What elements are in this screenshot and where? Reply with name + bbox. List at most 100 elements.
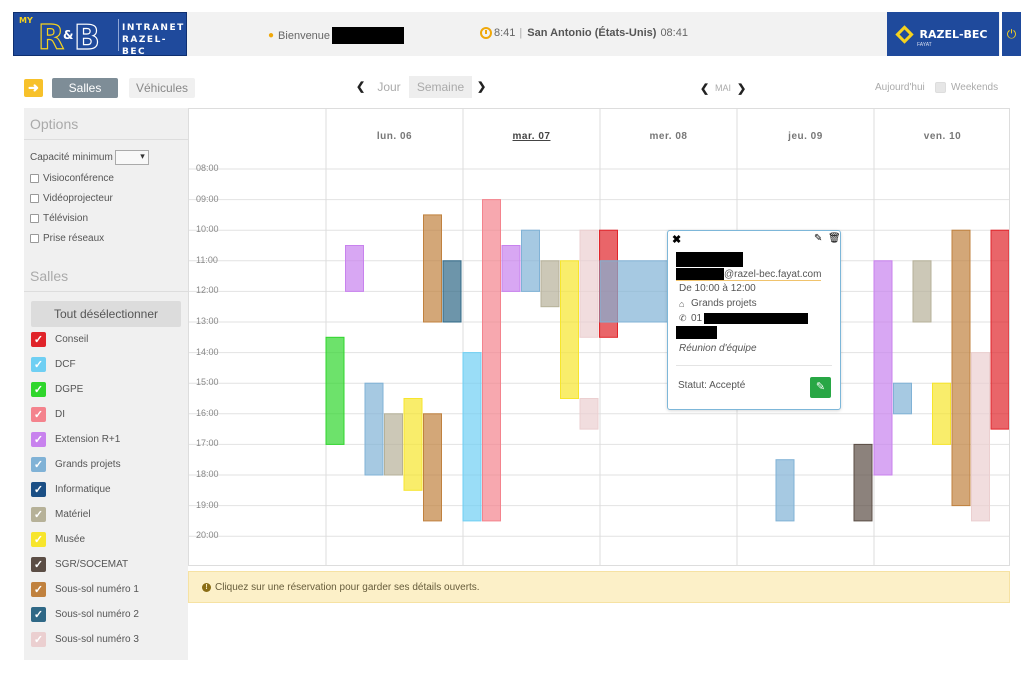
tab-jour[interactable]: Jour bbox=[377, 80, 401, 94]
reservation-block[interactable] bbox=[912, 260, 932, 323]
reservation-block[interactable] bbox=[423, 214, 442, 323]
room-checkbox[interactable]: ✓ bbox=[31, 381, 46, 397]
room-filter-item[interactable]: ✓ Sous-sol numéro 3 bbox=[31, 631, 139, 647]
room-checkbox[interactable]: ✓ bbox=[31, 481, 46, 497]
day-header[interactable]: lun. 06 bbox=[376, 131, 413, 142]
intranet-logo[interactable]: MY R B & INTRANET RAZEL-BEC bbox=[13, 12, 187, 57]
power-button[interactable]: ⏻ bbox=[1000, 12, 1021, 56]
capacity-select[interactable] bbox=[114, 150, 149, 165]
room-filter-item[interactable]: ✓ Extension R+1 bbox=[31, 431, 120, 447]
option-checkbox[interactable] bbox=[30, 234, 39, 243]
pencil-icon[interactable]: ✎ bbox=[814, 233, 823, 244]
svg-text:R: R bbox=[38, 18, 64, 53]
reservation-block[interactable] bbox=[932, 382, 951, 445]
room-filter-item[interactable]: ✓ SGR/SOCEMAT bbox=[31, 556, 128, 572]
option-checkbox[interactable] bbox=[30, 174, 39, 183]
razel-bec-brand-logo[interactable]: RAZEL-BEC FAYAT bbox=[887, 12, 999, 56]
time-label: 10:00 bbox=[196, 224, 219, 235]
reservation-block[interactable] bbox=[325, 336, 345, 445]
room-checkbox[interactable]: ✓ bbox=[31, 556, 46, 572]
redacted-email-user bbox=[676, 268, 724, 280]
room-checkbox[interactable]: ✓ bbox=[31, 331, 46, 347]
room-checkbox[interactable]: ✓ bbox=[31, 406, 46, 422]
check-icon: ✓ bbox=[33, 383, 44, 396]
option-videoprojecteur[interactable]: Vidéoprojecteur bbox=[30, 193, 113, 204]
reservation-block[interactable] bbox=[521, 229, 540, 292]
toggle-sidebar-button[interactable]: ➜ bbox=[24, 79, 43, 97]
reservation-block[interactable] bbox=[462, 352, 482, 522]
email-domain: @razel-bec.fayat.com bbox=[724, 268, 822, 280]
reservation-block[interactable] bbox=[893, 382, 912, 415]
close-icon[interactable]: ✖ bbox=[672, 234, 682, 246]
room-checkbox[interactable]: ✓ bbox=[31, 531, 46, 547]
option-checkbox[interactable] bbox=[30, 214, 39, 223]
time-label: 13:00 bbox=[196, 316, 219, 326]
room-checkbox[interactable]: ✓ bbox=[31, 506, 46, 522]
reservation-block[interactable] bbox=[403, 398, 423, 491]
option-prise-reseaux[interactable]: Prise réseaux bbox=[30, 233, 104, 244]
option-visioconference[interactable]: Visioconférence bbox=[30, 173, 114, 184]
day-header[interactable]: jeu. 09 bbox=[788, 131, 823, 142]
reservation-block[interactable] bbox=[775, 459, 795, 522]
option-label: Vidéoprojecteur bbox=[43, 193, 113, 204]
room-filter-item[interactable]: ✓ Sous-sol numéro 1 bbox=[31, 581, 139, 597]
room-checkbox[interactable]: ✓ bbox=[31, 581, 46, 597]
reservation-block[interactable] bbox=[579, 398, 599, 430]
reservation-block[interactable] bbox=[579, 229, 599, 338]
reservation-block[interactable] bbox=[853, 443, 873, 522]
check-icon: ✓ bbox=[33, 408, 44, 421]
chevron-left-icon[interactable]: ❮ bbox=[356, 81, 366, 93]
month-next-chevron-icon[interactable]: ❯ bbox=[737, 83, 747, 95]
room-filter-item[interactable]: ✓ Sous-sol numéro 2 bbox=[31, 606, 139, 622]
weekends-checkbox[interactable] bbox=[935, 82, 946, 93]
reservation-block[interactable] bbox=[971, 352, 990, 522]
reservation-block[interactable] bbox=[560, 260, 579, 399]
room-checkbox[interactable]: ✓ bbox=[31, 431, 46, 447]
room-checkbox[interactable]: ✓ bbox=[31, 456, 46, 472]
reservation-block[interactable] bbox=[364, 382, 384, 476]
reservation-block[interactable] bbox=[951, 229, 971, 507]
room-checkbox[interactable]: ✓ bbox=[31, 606, 46, 622]
deselect-all-button[interactable]: Tout désélectionner bbox=[31, 301, 181, 327]
chevron-right-icon[interactable]: ❯ bbox=[477, 81, 487, 93]
reservation-block[interactable] bbox=[501, 245, 521, 292]
weekends-toggle[interactable]: Weekends bbox=[935, 82, 998, 93]
month-label: MAI bbox=[714, 83, 731, 93]
room-filter-item[interactable]: ✓ Musée bbox=[31, 531, 85, 547]
reservation-block[interactable] bbox=[345, 245, 364, 292]
day-header[interactable]: mer. 08 bbox=[649, 131, 688, 142]
room-checkbox[interactable]: ✓ bbox=[31, 356, 46, 372]
reservation-block[interactable] bbox=[423, 413, 442, 522]
room-filter-item[interactable]: ✓ DGPE bbox=[31, 381, 83, 397]
room-filter-item[interactable]: ✓ DI bbox=[31, 406, 65, 422]
salles-button[interactable]: Salles bbox=[52, 78, 118, 98]
edit-reservation-button[interactable]: ✎ bbox=[810, 377, 831, 398]
day-header[interactable]: ven. 10 bbox=[923, 131, 962, 142]
organizer-email[interactable]: @razel-bec.fayat.com bbox=[676, 268, 822, 281]
option-checkbox[interactable] bbox=[30, 194, 39, 203]
tab-semaine[interactable]: Semaine bbox=[409, 76, 472, 98]
vehicules-button[interactable]: Véhicules bbox=[129, 78, 195, 98]
room-filter-item[interactable]: ✓ Conseil bbox=[31, 331, 88, 347]
trash-icon[interactable]: 🗑 bbox=[828, 233, 841, 244]
room-text: Grands projets bbox=[691, 298, 757, 309]
day-header[interactable]: mar. 07 bbox=[512, 131, 551, 142]
room-checkbox[interactable]: ✓ bbox=[31, 631, 46, 647]
month-prev-chevron-icon[interactable]: ❮ bbox=[700, 83, 710, 95]
room-filter-item[interactable]: ✓ DCF bbox=[31, 356, 76, 372]
option-television[interactable]: Télévision bbox=[30, 213, 88, 224]
reservation-block[interactable] bbox=[442, 260, 462, 323]
today-button[interactable]: Aujourd'hui bbox=[875, 82, 925, 93]
reservation-block[interactable] bbox=[990, 229, 1009, 430]
room-filter-item[interactable]: ✓ Informatique bbox=[31, 481, 111, 497]
room-filter-item[interactable]: ✓ Matériel bbox=[31, 506, 91, 522]
salles-title: Salles bbox=[24, 260, 188, 292]
reservation-block[interactable] bbox=[540, 260, 560, 308]
room-filter-item[interactable]: ✓ Grands projets bbox=[31, 456, 121, 472]
room-label: Extension R+1 bbox=[55, 433, 121, 445]
reservation-block[interactable] bbox=[482, 199, 501, 522]
reservation-block[interactable] bbox=[873, 260, 893, 476]
welcome-label: Bienvenue bbox=[278, 29, 331, 42]
reservation-block[interactable] bbox=[599, 260, 669, 323]
reservation-block[interactable] bbox=[384, 413, 403, 476]
